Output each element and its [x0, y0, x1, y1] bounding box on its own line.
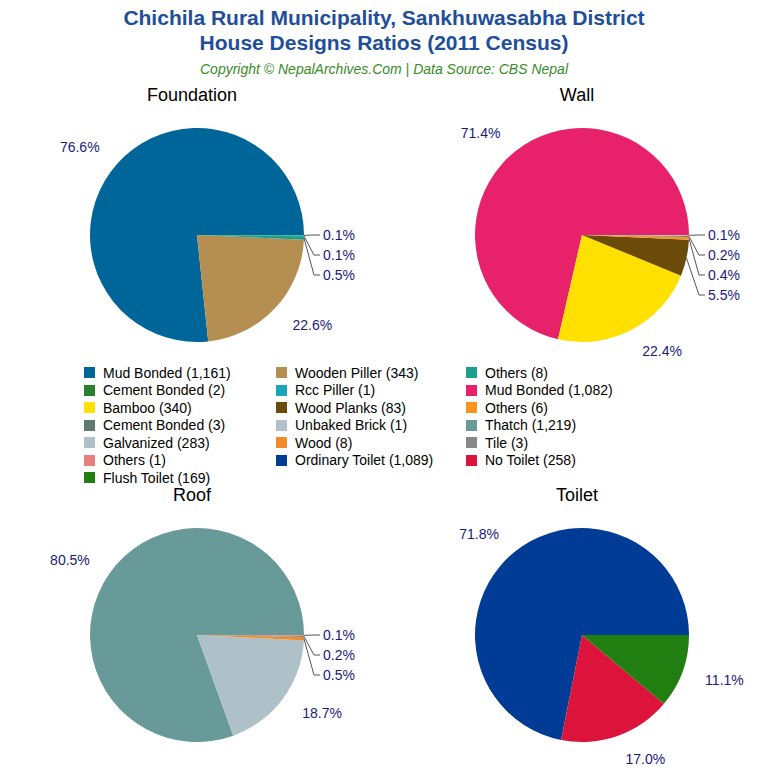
html-text:House Designs Ratios (2011 Cen: House Designs Ratios (2011 Census) — [199, 31, 569, 54]
svg-text:0.1%: 0.1% — [323, 227, 355, 243]
html-text:Others (1): Others (1) — [103, 452, 166, 469]
html-text:Mud Bonded (1,161): Mud Bonded (1,161) — [103, 364, 231, 381]
svg-text:11.1%: 11.1% — [705, 672, 744, 688]
html-text:Tile (3): Tile (3) — [485, 434, 528, 451]
svg-text:0.4%: 0.4% — [708, 267, 740, 283]
html-text:Bamboo (340): Bamboo (340) — [103, 399, 192, 416]
svg-text:71.8%: 71.8% — [459, 526, 499, 542]
html-text:Others (8): Others (8) — [485, 364, 548, 381]
svg-text:0.5%: 0.5% — [323, 267, 355, 283]
html-text:Wood Planks (83): Wood Planks (83) — [295, 399, 406, 416]
html-text:Ordinary Toilet (1,089): Ordinary Toilet (1,089) — [295, 452, 434, 469]
html-text:Unbaked Brick (1): Unbaked Brick (1) — [295, 417, 407, 434]
html-text:No Toilet (258): No Toilet (258) — [485, 452, 576, 469]
svg-text:0.5%: 0.5% — [323, 667, 355, 683]
svg-text:0.2%: 0.2% — [323, 647, 355, 663]
svg-text:0.2%: 0.2% — [708, 247, 740, 263]
svg-text:80.5%: 80.5% — [50, 552, 90, 568]
svg-text:0.1%: 0.1% — [708, 227, 740, 243]
svg-text:18.7%: 18.7% — [302, 705, 342, 721]
html-text:Mud Bonded (1,082): Mud Bonded (1,082) — [485, 382, 613, 399]
html-text:Cement Bonded (2): Cement Bonded (2) — [103, 382, 226, 399]
svg-text:0.1%: 0.1% — [323, 247, 355, 263]
html-text:Others (6): Others (6) — [485, 399, 548, 416]
svg-text:17.0%: 17.0% — [625, 751, 665, 767]
html-text:Wall: Wall — [559, 85, 595, 105]
html-text:Galvanized (283): Galvanized (283) — [103, 434, 210, 451]
html-text:Foundation: Foundation — [147, 85, 237, 105]
html-text:Chichila Rural Municipality, S: Chichila Rural Municipality, Sankhuwasab… — [123, 6, 645, 29]
html-text:Copyright © NepalArchives.Com: Copyright © NepalArchives.Com | Data Sou… — [200, 61, 568, 77]
html-text:Toilet: Toilet — [556, 485, 598, 505]
html-text:Thatch (1,219): Thatch (1,219) — [485, 417, 577, 434]
html-text:Rcc Piller (1): Rcc Piller (1) — [295, 382, 376, 399]
html-text:Roof: Roof — [173, 485, 211, 505]
svg-text:22.6%: 22.6% — [292, 317, 332, 333]
html-text:Wooden Piller (343): Wooden Piller (343) — [295, 364, 419, 381]
html-text:Cement Bonded (3): Cement Bonded (3) — [103, 417, 226, 434]
svg-text:71.4%: 71.4% — [461, 125, 501, 141]
html-text:Flush Toilet (169): Flush Toilet (169) — [103, 469, 211, 486]
svg-text:76.6%: 76.6% — [60, 139, 100, 155]
svg-text:0.1%: 0.1% — [323, 627, 355, 643]
svg-text:22.4%: 22.4% — [642, 343, 682, 359]
html-text:Wood (8): Wood (8) — [295, 434, 353, 451]
svg-text:5.5%: 5.5% — [708, 287, 740, 303]
